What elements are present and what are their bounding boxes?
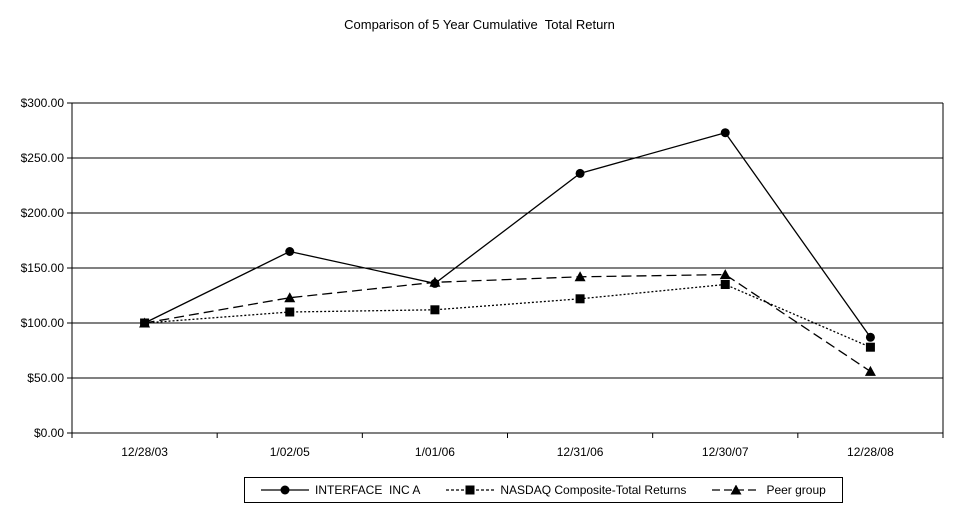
line-circle-marker-icon xyxy=(261,485,309,495)
svg-text:$300.00: $300.00 xyxy=(21,96,65,110)
chart-legend: INTERFACE INC A NASDAQ Composite-Total R… xyxy=(244,477,843,503)
svg-text:$100.00: $100.00 xyxy=(21,316,65,330)
legend-item-interface: INTERFACE INC A xyxy=(261,483,420,497)
svg-text:$250.00: $250.00 xyxy=(21,151,65,165)
svg-text:$150.00: $150.00 xyxy=(21,261,65,275)
svg-text:12/31/06: 12/31/06 xyxy=(557,445,604,459)
legend-item-nasdaq: NASDAQ Composite-Total Returns xyxy=(446,483,686,497)
chart-plot-area: $300.00 $250.00 $200.00 $150.00 $100.00 $50.0… xyxy=(21,96,944,459)
svg-text:1/01/06: 1/01/06 xyxy=(415,445,455,459)
legend-label-peer-group: Peer group xyxy=(766,483,826,497)
legend-label-nasdaq: NASDAQ Composite-Total Returns xyxy=(500,483,687,497)
legend-label-interface: INTERFACE INC A xyxy=(315,483,421,497)
legend-item-peer-group: Peer group xyxy=(712,483,826,497)
svg-text:$200.00: $200.00 xyxy=(21,206,65,220)
svg-text:$50.00: $50.00 xyxy=(27,371,64,385)
svg-text:12/28/03: 12/28/03 xyxy=(121,445,168,459)
svg-text:1/02/05: 1/02/05 xyxy=(270,445,310,459)
chart-title: Comparison of 5 Year Cumulative Total Re… xyxy=(344,17,615,32)
line-square-marker-icon xyxy=(446,485,495,495)
svg-text:12/30/07: 12/30/07 xyxy=(702,445,749,459)
line-triangle-marker-icon xyxy=(712,485,761,495)
svg-text:$0.00: $0.00 xyxy=(34,426,64,440)
svg-text:12/28/08: 12/28/08 xyxy=(847,445,894,459)
